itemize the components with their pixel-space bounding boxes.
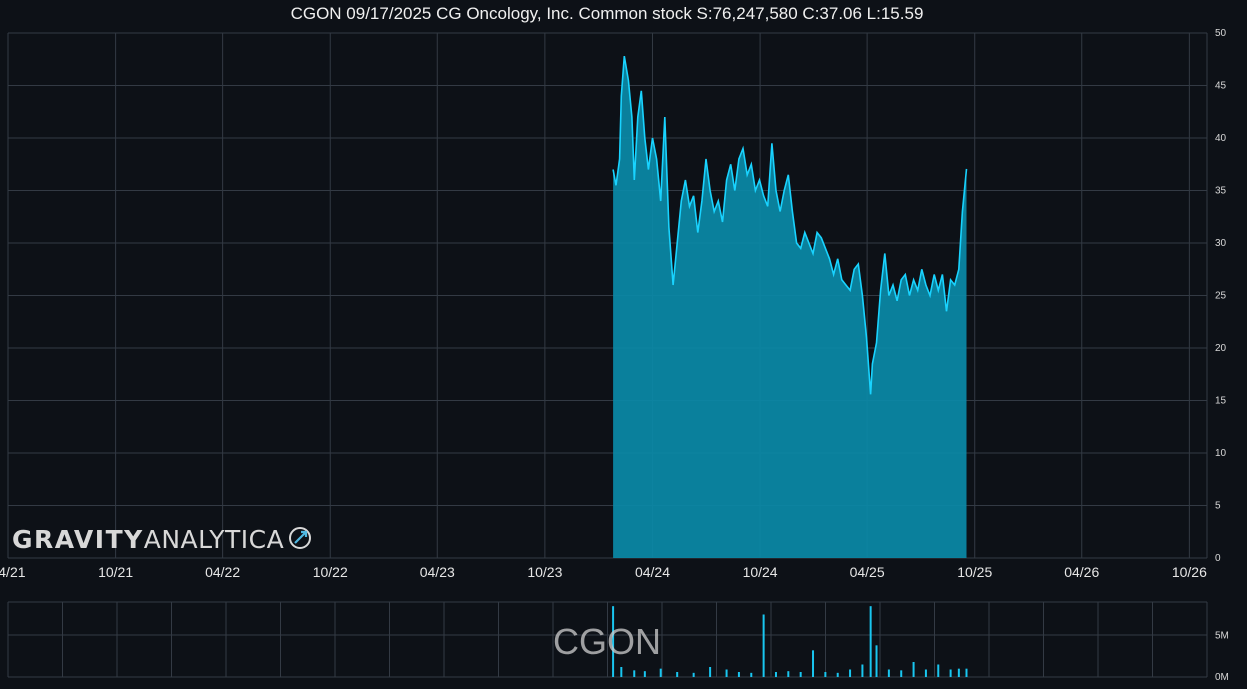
- y-tick-label: 50: [1215, 28, 1227, 39]
- volume-bar: [861, 664, 864, 677]
- volume-bar: [957, 668, 960, 677]
- y-tick-label: 5: [1215, 501, 1221, 512]
- price-y-axis: 0 5 10 15 20 25 30 35 40 45 50: [1215, 28, 1227, 564]
- volume-bar: [900, 670, 903, 677]
- x-tick-label: 04/22: [205, 564, 240, 580]
- volume-bar: [836, 672, 839, 677]
- volume-bar: [937, 664, 940, 677]
- volume-grid: [7, 601, 1208, 678]
- x-tick-label: 04/23: [420, 564, 455, 580]
- price-grid: [7, 32, 1208, 559]
- x-tick-label: 04/25: [850, 564, 885, 580]
- x-tick-label: 10/21: [98, 564, 133, 580]
- y-tick-label: 30: [1215, 238, 1227, 249]
- date-x-axis: 04/21 10/21 04/22 10/22 04/23 10/23 04/24 10/24…: [0, 564, 1207, 580]
- y-tick-label: 25: [1215, 291, 1227, 302]
- volume-bar: [887, 669, 890, 677]
- chart-title: CGON 09/17/2025 CG Oncology, Inc. Common…: [290, 4, 924, 23]
- volume-bar: [612, 606, 615, 677]
- volume-bar: [620, 667, 623, 677]
- x-tick-label: 10/25: [957, 564, 992, 580]
- x-tick-label: 04/24: [635, 564, 670, 580]
- volume-bar: [633, 670, 636, 677]
- x-tick-label: 10/24: [743, 564, 778, 580]
- y-tick-label: 20: [1215, 343, 1227, 354]
- volume-bar: [737, 672, 740, 677]
- volume-y-axis: 5M 0M: [1215, 630, 1229, 683]
- volume-bar: [692, 672, 695, 677]
- price-area: [613, 56, 967, 558]
- x-tick-label: 04/26: [1064, 564, 1099, 580]
- volume-bar: [965, 668, 968, 677]
- volume-bar: [849, 669, 852, 677]
- x-tick-label: 10/26: [1172, 564, 1207, 580]
- logo-bold-text: GRAVITY: [12, 525, 144, 554]
- y-tick-label: 45: [1215, 81, 1227, 92]
- volume-bar: [812, 650, 815, 677]
- volume-bar: [709, 667, 712, 677]
- price-line: [612, 55, 968, 395]
- y-tick-label: 10: [1215, 448, 1227, 459]
- volume-bar: [725, 669, 728, 677]
- y-tick-label: 0: [1215, 553, 1221, 564]
- rocket-icon: [289, 527, 311, 549]
- volume-bar: [787, 671, 790, 677]
- volume-bar: [875, 645, 878, 677]
- y-tick-label: 15: [1215, 396, 1227, 407]
- y-tick-label: 35: [1215, 186, 1227, 197]
- volume-bars: [612, 606, 968, 677]
- volume-bar: [949, 669, 952, 677]
- volume-bar: [762, 614, 765, 677]
- y-tick-label: 40: [1215, 133, 1227, 144]
- x-tick-label: 10/22: [313, 564, 348, 580]
- gravity-analytica-logo: GRAVITYANALYTICA: [12, 525, 284, 554]
- volume-tick-label: 5M: [1215, 630, 1229, 641]
- volume-bar: [912, 662, 915, 677]
- volume-bar: [799, 672, 802, 677]
- volume-bar: [774, 672, 777, 677]
- x-tick-label: 10/23: [527, 564, 562, 580]
- logo-light-text: ANALYTICA: [144, 525, 285, 554]
- volume-bar: [924, 669, 927, 677]
- volume-bar: [676, 672, 679, 677]
- volume-bar: [643, 671, 646, 677]
- ticker-watermark: CGON: [553, 621, 661, 662]
- volume-bar: [750, 672, 753, 677]
- volume-tick-label: 0M: [1215, 672, 1229, 683]
- volume-bar: [824, 672, 827, 677]
- x-tick-label: 04/21: [0, 564, 26, 580]
- volume-bar: [869, 606, 872, 677]
- volume-bar: [659, 668, 662, 677]
